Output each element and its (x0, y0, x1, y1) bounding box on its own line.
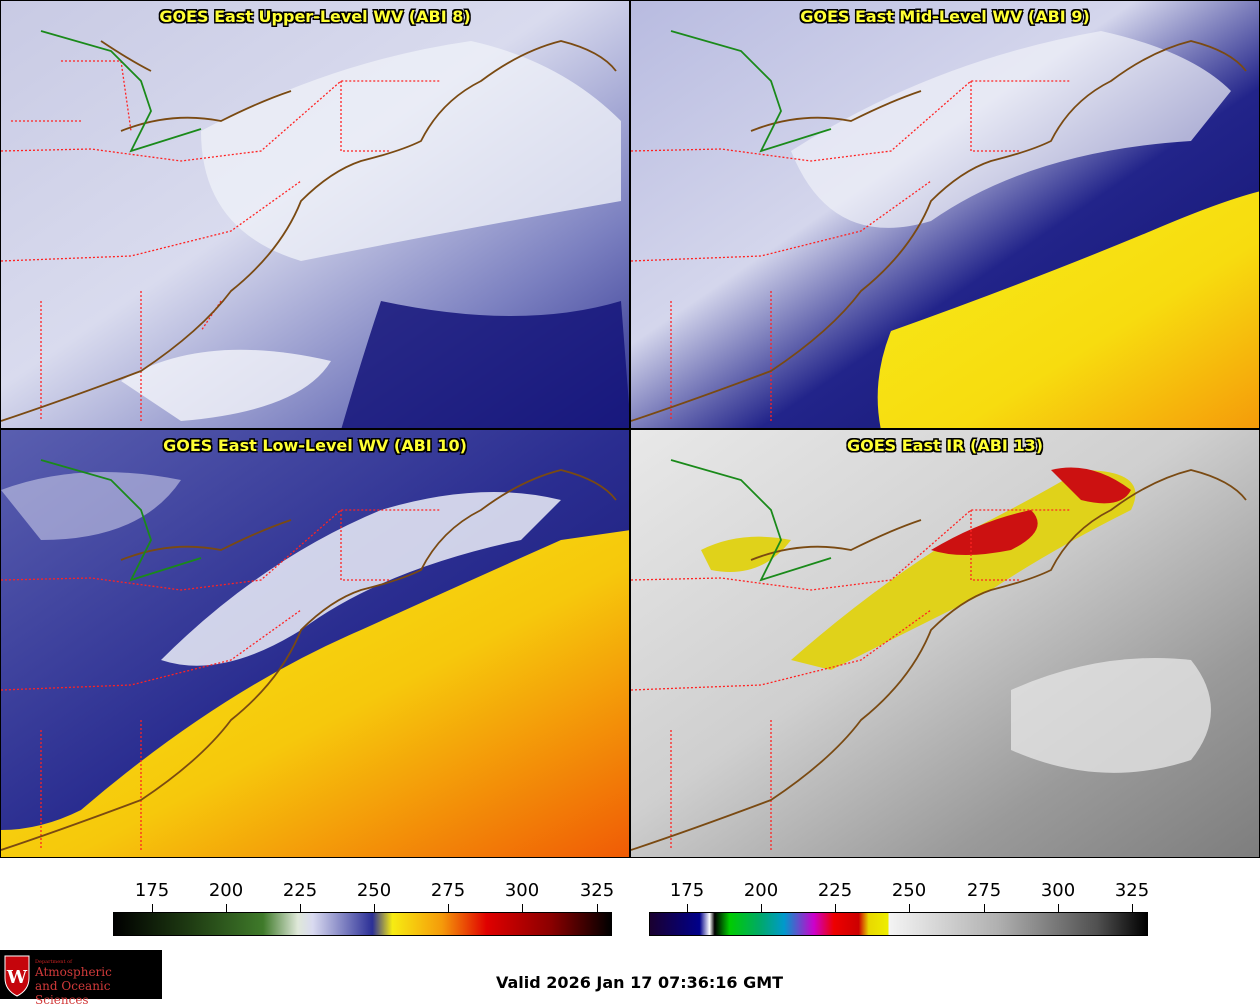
ir-tick-mark (687, 904, 688, 912)
wv-tick-mark (226, 904, 227, 912)
panel-title: GOES East IR (ABI 13) (846, 436, 1044, 455)
ir-colorbar (649, 912, 1148, 936)
ir-image (631, 430, 1259, 857)
wv-tick-mark (448, 904, 449, 912)
wv-tick-label: 325 (579, 880, 615, 901)
ir-tick-mark (984, 904, 985, 912)
ir-tick-mark (1132, 904, 1133, 912)
ir-tick-label: 300 (1040, 880, 1076, 901)
wv-tick-mark (522, 904, 523, 912)
panel-upper-level-wv: GOES East Upper-Level WV (ABI 8) (0, 0, 630, 429)
wv-colorbar (113, 912, 612, 936)
wv-tick-mark (597, 904, 598, 912)
ir-tick-label: 225 (817, 880, 853, 901)
wv-tick-mark (152, 904, 153, 912)
panel-title: GOES East Low-Level WV (ABI 10) (163, 436, 467, 455)
aos-logo: W Department of Atmospheric and Oceanic … (0, 950, 162, 1007)
ir-tick-mark (835, 904, 836, 912)
wv-tick-label: 175 (134, 880, 170, 901)
wv-tick-label: 225 (282, 880, 318, 901)
wv-tick-label: 275 (430, 880, 466, 901)
uw-crest-icon: W (4, 955, 30, 997)
ir-tick-mark (761, 904, 762, 912)
ir-tick-label: 275 (966, 880, 1002, 901)
panel-low-level-wv: GOES East Low-Level WV (ABI 10) (0, 429, 630, 858)
wv-tick-label: 200 (208, 880, 244, 901)
ir-tick-mark (1058, 904, 1059, 912)
logo-line-3: and Oceanic Sciences (35, 979, 111, 1007)
ir-tick-label: 175 (669, 880, 705, 901)
ir-tick-label: 200 (743, 880, 779, 901)
svg-text:W: W (6, 967, 28, 988)
mid-wv-image (631, 1, 1259, 428)
wv-tick-label: 300 (504, 880, 540, 901)
logo-line-2: Atmospheric (35, 965, 112, 979)
wv-tick-mark (374, 904, 375, 912)
low-wv-image (1, 430, 629, 857)
wv-tick-label: 250 (356, 880, 392, 901)
ir-tick-mark (909, 904, 910, 912)
ir-tick-label: 250 (891, 880, 927, 901)
panel-ir: GOES East IR (ABI 13) (630, 429, 1260, 858)
panel-title: GOES East Mid-Level WV (ABI 9) (800, 7, 1090, 26)
logo-line-1: Department of (35, 959, 72, 965)
panel-mid-level-wv: GOES East Mid-Level WV (ABI 9) (630, 0, 1260, 429)
ir-tick-label: 325 (1114, 880, 1150, 901)
valid-time: Valid 2026 Jan 17 07:36:16 GMT (496, 973, 784, 992)
wv-tick-mark (300, 904, 301, 912)
panel-title: GOES East Upper-Level WV (ABI 8) (159, 7, 471, 26)
upper-wv-image (1, 1, 629, 428)
